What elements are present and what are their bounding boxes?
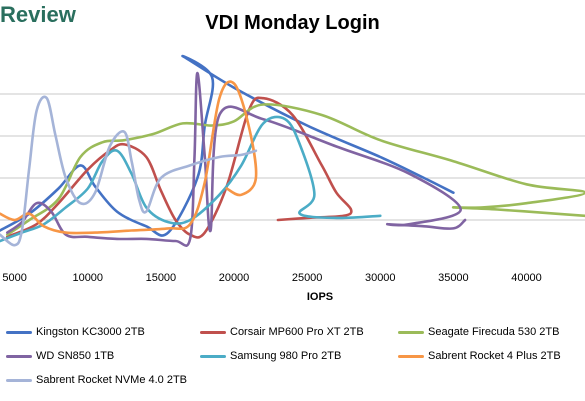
x-tick-label: 10000 (72, 272, 103, 284)
series-line-7 (0, 95, 258, 247)
chart-title: VDI Monday Login (205, 12, 380, 34)
legend-item: Kingston KC3000 2TB (6, 326, 145, 338)
x-tick-label: 20000 (219, 272, 250, 284)
x-tick-label: 30000 (365, 272, 396, 284)
legend-label: Sabrent Rocket NVMe 4.0 2TB (36, 374, 188, 386)
legend-swatch (398, 330, 424, 334)
series-line-4 (6, 71, 467, 248)
legend-label: Kingston KC3000 2TB (36, 326, 145, 338)
legend-item: Sabrent Rocket 4 Plus 2TB (398, 350, 561, 362)
series-line-2 (6, 96, 353, 239)
x-tick-label: 25000 (292, 272, 323, 284)
legend-label: Corsair MP600 Pro XT 2TB (230, 326, 364, 338)
legend-swatch (200, 354, 226, 358)
legend-swatch (398, 354, 424, 358)
legend: Kingston KC3000 2TB Corsair MP600 Pro XT … (0, 318, 585, 398)
legend-label: WD SN850 1TB (36, 350, 115, 362)
x-axis-label: IOPS (307, 291, 333, 303)
x-tick-label: 40000 (511, 272, 542, 284)
series-line-3 (6, 103, 585, 236)
legend-swatch (6, 378, 32, 382)
legend-item: WD SN850 1TB (6, 350, 114, 362)
legend-label: Sabrent Rocket 4 Plus 2TB (428, 350, 561, 362)
series-layer (0, 54, 585, 248)
legend-swatch (200, 330, 226, 334)
brand-logo: Review (0, 2, 76, 27)
legend-label: Samsung 980 Pro 2TB (230, 350, 342, 362)
legend-label: Seagate Firecuda 530 2TB (428, 326, 560, 338)
legend-item: Corsair MP600 Pro XT 2TB (200, 326, 364, 338)
legend-swatch (6, 330, 32, 334)
legend-item: Seagate Firecuda 530 2TB (398, 326, 559, 338)
x-tick-label: 35000 (438, 272, 469, 284)
x-tick-label: 5000 (2, 272, 26, 284)
legend-item: Samsung 980 Pro 2TB (200, 350, 341, 362)
legend-item: Sabrent Rocket NVMe 4.0 2TB (6, 374, 187, 386)
series-line-1 (0, 54, 455, 237)
x-tick-label: 15000 (146, 272, 177, 284)
series-line-5 (0, 115, 382, 243)
legend-swatch (6, 354, 32, 358)
x-tick-labels: 5000 10000 15000 20000 25000 30000 35000 40000 (2, 272, 541, 284)
